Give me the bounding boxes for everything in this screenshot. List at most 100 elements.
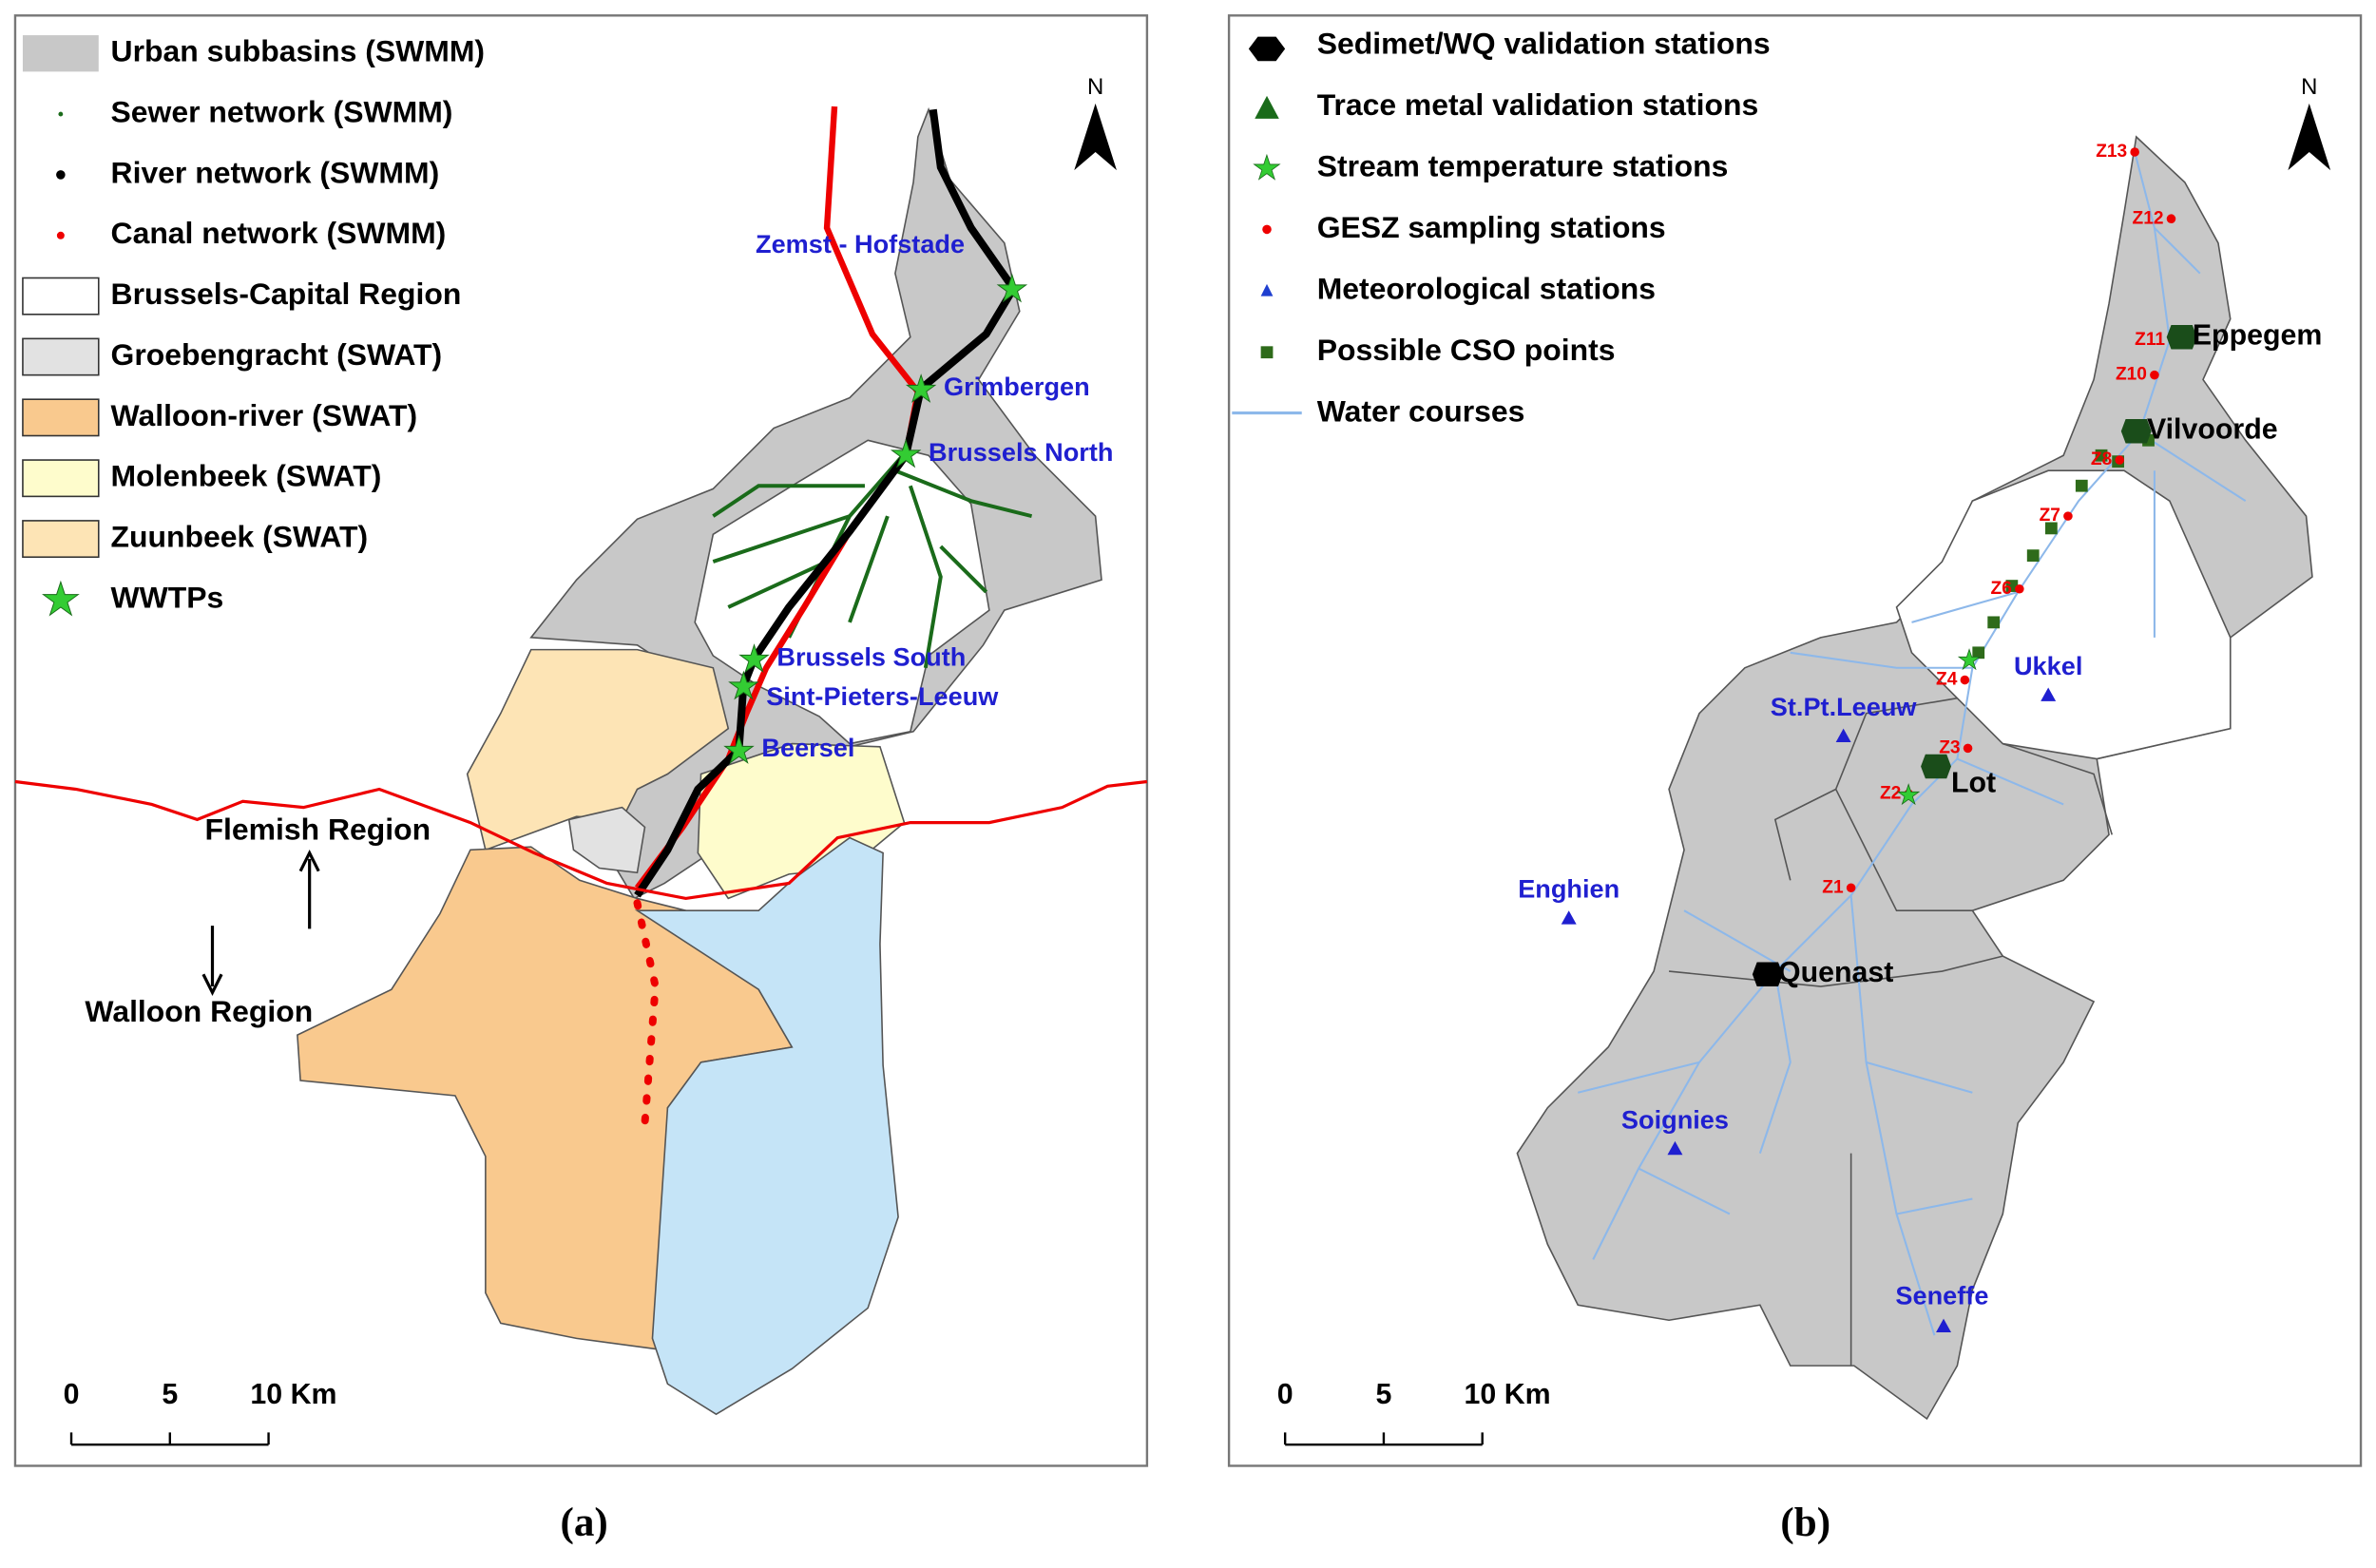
site-label: Quenast [1778,957,1893,988]
legend-label: Meteorological stations [1317,272,1656,306]
gesz-station [2063,511,2073,521]
region-arrows [201,849,320,996]
gesz-station [2115,455,2124,465]
legend-swatch [22,520,100,559]
legend-symbol: ★ [1252,149,1281,186]
wwtp-marker: ★ [905,369,937,410]
validation-station [2120,418,2152,444]
legend-label: Possible CSO points [1317,333,1616,367]
station-label: Z4 [1936,670,1958,690]
place-label: Zemst - Hofstade [756,229,965,258]
legend-label: Water courses [1317,394,1525,429]
legend-label: Urban subbasins (SWMM) [111,34,486,68]
station-label: Z8 [2091,449,2113,469]
meteo-station [1667,1140,1683,1156]
legend-swatch [22,398,100,437]
legend-swatch [22,277,100,316]
cso-point [2044,522,2058,535]
place-label: Grimbergen [944,372,1090,401]
station-label: Z1 [1822,877,1844,897]
validation-station [1752,962,1783,987]
groebengracht [567,806,646,874]
cso-point [1972,646,1985,660]
legend-label: Walloon-river (SWAT) [111,398,418,432]
region-border [14,779,1148,901]
meteo-label: Enghien [1518,874,1619,904]
station-label: Z7 [2040,506,2060,526]
panel-caption: (b) [1780,1501,1830,1545]
wwtp-marker: ★ [738,640,770,680]
meteo-label: Seneffe [1895,1280,1988,1310]
legend-symbol [1255,95,1279,119]
station-label: Z3 [1939,737,1960,757]
validation-station [1921,754,1952,779]
meteo-station [1835,728,1851,742]
place-label: Brussels North [929,437,1113,467]
legend-swatch [22,459,100,498]
gesz-station [2150,370,2159,380]
gesz-station [2015,583,2024,594]
region-label: Walloon Region [85,994,313,1028]
catchment-boundaries [1668,697,2113,1367]
legend-label: Sedimet/WQ validation stations [1317,27,1771,61]
temperature-station: ★ [1957,645,1982,676]
gesz-station [2166,214,2176,224]
north-label: N [2301,74,2317,100]
legend-label: WWTPs [111,580,224,614]
scale-label: 10 Km [1465,1379,1551,1410]
place-label: Beersel [761,733,854,762]
validation-station [2166,324,2197,350]
legend-symbol [1260,346,1274,359]
station-label: Z12 [2133,208,2164,228]
legend-symbol: ★ [40,575,81,625]
legend-swatch [22,337,100,376]
wwtp-marker: ★ [722,730,755,771]
gesz-station [1904,789,1914,799]
north-arrow [1074,103,1117,171]
wwtp-marker: ★ [727,666,759,707]
station-label: Z2 [1880,783,1901,803]
zuunbeek [466,648,730,851]
panel-caption: (a) [560,1501,607,1545]
cso-point [2026,549,2040,563]
scale-label: 0 [1277,1379,1293,1410]
legend-label: GESZ sampling stations [1317,210,1666,244]
north-arrow [2288,103,2331,171]
meteo-station [1936,1318,1952,1333]
site-label: Lot [1951,768,1996,799]
meteo-label: Ukkel [2014,651,2082,680]
north-label: N [1087,74,1103,100]
scale-label: 5 [1376,1379,1392,1410]
meteo-label: St.Pt.Leeuw [1771,692,1918,721]
meteo-label: Soignies [1621,1104,1729,1134]
wwtp-marker: ★ [996,269,1028,310]
station-label: Z11 [2135,330,2165,350]
scale-label: 0 [64,1379,80,1410]
legend-swatch [56,170,66,180]
place-label: Brussels South [776,641,966,671]
gesz-station [1960,675,1970,685]
brussels-capital-region [1895,469,2232,760]
canal-network-planned [633,899,660,1127]
region-label: Flemish Region [205,813,431,847]
station-label: Z6 [1991,579,2012,599]
site-label: Eppegem [2193,320,2323,352]
station-label: Z13 [2096,142,2127,162]
legend-label: Canal network (SWMM) [111,216,447,250]
scale-bar [1283,1432,1484,1446]
legend-swatch [56,231,65,239]
scale-bar [69,1432,270,1446]
water-courses [1578,151,2247,1336]
legend-label: Zuunbeek (SWAT) [111,520,369,554]
scale-label: 10 Km [250,1379,336,1410]
temperature-station: ★ [1896,780,1921,811]
legend-label: Stream temperature stations [1317,149,1729,183]
gesz-station [2130,147,2139,157]
legend-label: Groebengracht (SWAT) [111,337,443,372]
site-label: Vilvoorde [2147,414,2278,446]
lower-basin [634,836,899,1416]
legend-symbol [1262,224,1272,235]
cso-point [2075,479,2088,492]
cso-point [2095,449,2108,462]
